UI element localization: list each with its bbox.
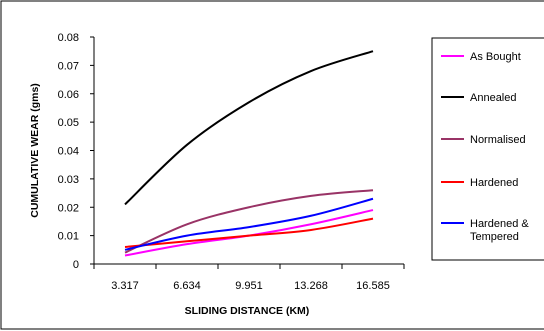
- legend-label: As Bought: [470, 51, 521, 63]
- y-tick-label: 0.02: [58, 202, 79, 214]
- x-tick-label: 6.634: [173, 280, 201, 292]
- y-tick-label: 0.05: [58, 117, 79, 129]
- legend-label: Hardened: [470, 177, 518, 189]
- y-tick-label: 0.03: [58, 174, 79, 186]
- legend: As Bought Annealed Normalised Hardened Harde…: [431, 37, 544, 261]
- y-tick-label: 0.04: [58, 146, 79, 158]
- y-axis: 0 0.01 0.02 0.03 0.04 0.05 0.06 0.07 0.08: [58, 32, 95, 271]
- series-line-normalised: [124, 189, 374, 254]
- y-tick-label: 0.06: [58, 89, 79, 101]
- series-line-hardened-tempered: [124, 197, 374, 251]
- x-axis: 3.317 6.634 9.951 13.268 16.585: [93, 263, 405, 292]
- series-line-hardened: [124, 217, 374, 248]
- series-layer: [124, 50, 374, 257]
- x-tick-label: 3.317: [111, 280, 139, 292]
- x-tick-label: 9.951: [235, 280, 263, 292]
- y-tick-label: 0.08: [58, 32, 79, 44]
- legend-label: Annealed: [470, 92, 517, 104]
- legend-label: Hardened &: [470, 218, 529, 230]
- x-tick-label: 13.268: [294, 280, 328, 292]
- legend-label: Normalised: [470, 134, 526, 146]
- y-tick-label: 0.07: [58, 60, 79, 72]
- x-tick-label: 16.585: [356, 280, 390, 292]
- y-tick-label: 0.01: [58, 231, 79, 243]
- series-line-annealed: [124, 50, 374, 206]
- y-tick-label: 0: [73, 259, 79, 271]
- x-axis-title: SLIDING DISTANCE (KM): [185, 305, 310, 317]
- legend-label: Tempered: [470, 231, 519, 243]
- y-axis-title: CUMULATIVE WEAR (gms): [29, 83, 41, 218]
